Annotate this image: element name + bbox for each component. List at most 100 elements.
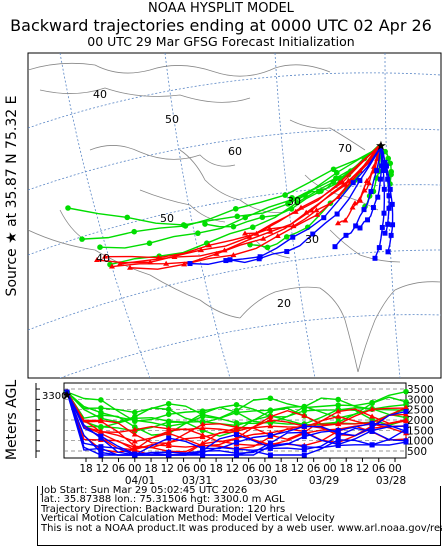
vertical-marker xyxy=(301,434,307,440)
vertical-marker xyxy=(335,408,342,414)
green-trajectory-marker xyxy=(97,244,103,251)
vertical-marker xyxy=(199,421,206,427)
vertical-marker xyxy=(132,409,138,416)
blue-trajectory-marker xyxy=(375,194,381,200)
vertical-marker xyxy=(267,395,274,402)
blue-trajectory-marker xyxy=(387,186,393,192)
vertical-marker xyxy=(234,452,239,458)
vertical-marker xyxy=(234,432,239,438)
longitude-line xyxy=(274,53,316,378)
blue-trajectory-marker xyxy=(381,210,387,216)
vertical-trajectories xyxy=(64,388,409,458)
blue-trajectory-marker xyxy=(390,222,396,228)
footer-info: Job Start: Sun Mar 29 05:02:45 UTC 2026 … xyxy=(37,485,442,546)
time-tick-label: 12 xyxy=(356,463,369,475)
coastline xyxy=(28,229,241,319)
height-tick-label: 3500 xyxy=(407,384,434,396)
vertical-marker xyxy=(335,427,341,433)
time-tick-label: 00 xyxy=(193,463,206,475)
source-height-label: 3300 xyxy=(42,391,67,402)
height-tick-label: 500 xyxy=(407,446,427,458)
blue-trajectory-marker xyxy=(227,257,233,263)
vertical-marker xyxy=(97,418,104,424)
vertical-marker xyxy=(132,415,138,422)
time-tick-label: 06 xyxy=(372,463,386,475)
vertical-marker xyxy=(165,419,172,425)
green-trajectory-marker xyxy=(282,192,288,198)
map-trajectories xyxy=(65,142,396,270)
vertical-marker xyxy=(199,425,206,431)
blue-trajectory-marker xyxy=(386,205,392,211)
vertical-marker xyxy=(199,434,206,440)
vertical-marker xyxy=(233,435,240,441)
height-tick-label: 3000 xyxy=(407,394,434,406)
vertical-marker xyxy=(267,452,273,458)
vertical-marker xyxy=(403,427,409,433)
blue-trajectory-marker xyxy=(385,221,391,227)
red-trajectory-marker xyxy=(206,242,212,248)
date-label: 03/30 xyxy=(247,475,277,487)
map-content: 40 50 60 70 30 20 50 40 30 ★ xyxy=(28,53,441,378)
time-tick-label: 18 xyxy=(274,463,287,475)
map-coastlines xyxy=(28,62,441,373)
green-trajectory-marker xyxy=(195,230,201,237)
footer-job-start: Job Start: Sun Mar 29 05:02:45 UTC 2026 xyxy=(41,485,248,496)
vertical-marker xyxy=(403,388,409,395)
vertical-marker xyxy=(335,437,341,443)
time-tick-label: 18 xyxy=(79,463,92,475)
vertical-marker xyxy=(98,423,104,430)
blue-trajectory-marker xyxy=(223,258,229,264)
vertical-marker xyxy=(233,409,240,416)
vertical-marker xyxy=(369,420,375,426)
vertical-marker xyxy=(98,412,104,419)
vertical-marker xyxy=(267,443,273,449)
latitude-line xyxy=(28,249,441,331)
vertical-marker xyxy=(233,424,240,430)
time-tick-label: 18 xyxy=(340,463,353,475)
blue-trajectory-marker xyxy=(332,244,338,250)
date-label: 04/01 xyxy=(125,475,155,487)
blue-trajectory-marker xyxy=(365,217,371,223)
latitude-label: 60 xyxy=(228,145,242,158)
red-trajectory-marker xyxy=(339,179,346,185)
time-tick-label: 00 xyxy=(388,463,401,475)
vertical-marker xyxy=(131,438,138,444)
red-trajectory-marker xyxy=(298,204,304,210)
green-trajectory-marker xyxy=(294,199,300,206)
footer-vertical-method: Vertical Motion Calculation Method: Mode… xyxy=(41,513,335,525)
red-trajectory-marker xyxy=(246,233,253,239)
red-trajectory-marker xyxy=(267,228,274,234)
vertical-marker xyxy=(131,447,138,453)
vertical-source-star-icon: ★ xyxy=(62,388,73,402)
coastline xyxy=(89,145,236,167)
vertical-marker xyxy=(301,423,307,429)
footer-direction: Trajectory Direction: Backward Duration:… xyxy=(41,503,286,515)
red-trajectory-marker xyxy=(313,207,320,213)
vertical-marker xyxy=(98,433,104,439)
blue-trajectory-marker xyxy=(382,230,388,236)
date-label: 03/29 xyxy=(309,475,339,487)
coastline xyxy=(329,229,401,263)
time-tick-label: 18 xyxy=(209,463,222,475)
vertical-marker xyxy=(301,447,307,453)
green-trajectory-marker xyxy=(131,228,137,235)
vertical-marker xyxy=(165,406,172,413)
vertical-marker xyxy=(301,407,308,414)
green-trajectory-marker xyxy=(334,169,340,176)
vertical-marker xyxy=(200,452,206,458)
green-trajectory-marker xyxy=(79,236,85,242)
vertical-marker xyxy=(131,431,138,437)
green-trajectory-marker xyxy=(289,194,295,201)
blue-trajectory-marker xyxy=(383,163,389,169)
red-trajectory-marker xyxy=(274,233,281,239)
coastline xyxy=(139,189,226,223)
vertical-marker xyxy=(199,440,206,446)
vertical-marker xyxy=(335,433,341,439)
red-trajectory-marker xyxy=(356,196,363,202)
blue-trajectory-marker xyxy=(388,232,394,238)
red-trajectory-marker xyxy=(127,264,133,270)
vertical-marker xyxy=(267,416,274,422)
time-tick-label: 00 xyxy=(128,463,141,475)
footer-location: lat.: 35.87388 lon.: 75.31506 hgt: 3300.… xyxy=(41,494,285,506)
